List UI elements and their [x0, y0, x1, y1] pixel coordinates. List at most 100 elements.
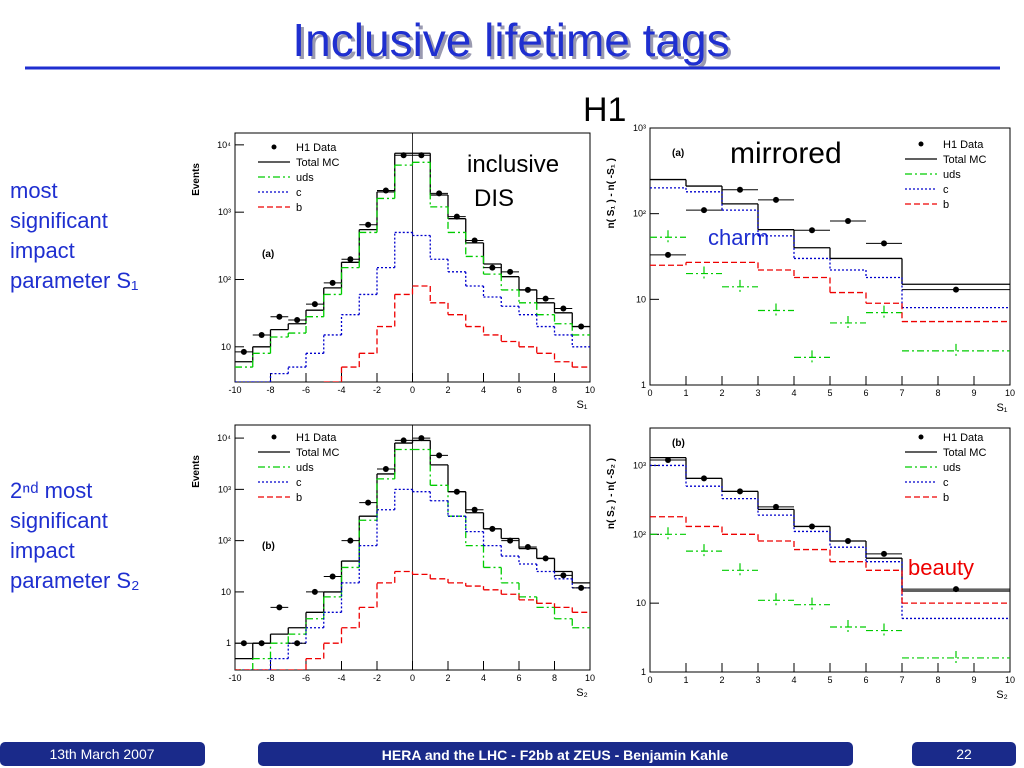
x-tick-label: 1 — [683, 675, 688, 685]
x-axis-label: S₁ — [576, 399, 587, 411]
x-tick-label: 10 — [585, 673, 595, 683]
side-label-line: parameter S₁ — [10, 268, 138, 293]
x-tick-label: 2 — [719, 675, 724, 685]
x-tick-label: 4 — [791, 675, 796, 685]
x-tick-label: 7 — [899, 675, 904, 685]
y-tick-label: 10³ — [633, 460, 646, 470]
data-point — [737, 186, 743, 193]
data-point — [294, 640, 301, 647]
side-label-line: 2ⁿᵈ most — [10, 478, 92, 503]
x-tick-label: 2 — [719, 388, 724, 398]
x-tick-label: 1 — [683, 388, 688, 398]
legend-label: H1 Data — [943, 139, 984, 151]
cross-point — [830, 620, 866, 635]
data-point — [365, 499, 372, 506]
annotation: inclusive — [467, 151, 559, 178]
legend-label: uds — [943, 169, 961, 181]
data-point — [311, 301, 318, 308]
cross-point — [866, 623, 902, 638]
cross-point — [722, 279, 758, 294]
data-point — [881, 240, 887, 247]
x-tick-label: 10 — [1005, 675, 1015, 685]
x-tick-label: -2 — [373, 385, 381, 395]
cross-point — [686, 266, 722, 281]
data-point — [809, 227, 815, 234]
y-tick-label: 10³ — [218, 207, 231, 217]
data-point — [276, 604, 283, 611]
data-point — [276, 313, 283, 320]
x-tick-label: 2 — [445, 385, 450, 395]
x-tick-label: 10 — [585, 385, 595, 395]
legend-label: c — [296, 477, 302, 489]
y-axis-label: n( S₁ ) - n( -S₁ ) — [606, 158, 617, 228]
x-tick-label: 8 — [935, 388, 940, 398]
data-point — [773, 503, 779, 510]
y-tick-label: 10⁴ — [217, 433, 231, 443]
histogram-riser — [323, 286, 573, 382]
legend-label: b — [296, 202, 302, 214]
x-tick-label: 8 — [552, 673, 557, 683]
x-axis-label: S₂ — [996, 689, 1008, 701]
y-tick-label: 10 — [221, 342, 231, 352]
annotation: beauty — [908, 555, 974, 580]
y-axis-label: n( S₂ ) - n( -S₂ ) — [606, 458, 617, 529]
data-point — [953, 586, 959, 593]
data-point — [507, 537, 514, 544]
x-tick-label: -8 — [266, 385, 274, 395]
cross-point — [758, 593, 794, 608]
title: Inclusive lifetime tags — [292, 14, 729, 66]
data-point — [418, 435, 425, 442]
y-tick-label: 10 — [636, 598, 646, 608]
footer-box — [0, 742, 205, 766]
marks — [650, 178, 1010, 365]
cross-point — [866, 305, 902, 320]
legend-marker — [271, 434, 277, 440]
data-point — [507, 268, 514, 275]
x-tick-label: -10 — [228, 673, 241, 683]
cross-point — [722, 563, 758, 578]
side-label-line: most — [10, 178, 58, 203]
marks — [235, 435, 590, 670]
side-label-line: significant — [10, 508, 108, 533]
data-point — [524, 544, 531, 551]
annotation: charm — [708, 225, 769, 250]
data-point — [809, 523, 815, 530]
panel-label: (b) — [262, 541, 275, 552]
x-tick-label: 6 — [516, 385, 521, 395]
data-point — [400, 152, 407, 159]
y-tick-label: 1 — [226, 638, 231, 648]
footer-box — [912, 742, 1016, 766]
y-axis-label: Events — [191, 163, 202, 196]
data-point — [453, 213, 460, 220]
data-point — [418, 152, 425, 159]
y-axis-label: Events — [191, 455, 202, 488]
data-point — [240, 640, 247, 647]
annotation: DIS — [474, 185, 514, 212]
x-tick-label: 3 — [755, 675, 760, 685]
x-tick-label: 4 — [481, 385, 486, 395]
side-label-line: impact — [10, 238, 75, 263]
legend-label: c — [296, 187, 302, 199]
data-point — [258, 640, 265, 647]
x-tick-label: 9 — [971, 388, 976, 398]
cross-point — [830, 315, 866, 330]
cross-point — [902, 343, 1010, 358]
legend-label: Total MC — [296, 447, 339, 459]
marks — [650, 456, 1010, 665]
y-tick-label: 10² — [633, 529, 646, 539]
legend-label: uds — [296, 172, 314, 184]
cross-point — [794, 350, 830, 365]
data-point — [471, 237, 478, 244]
data-point — [845, 218, 851, 225]
x-tick-label: -6 — [302, 385, 310, 395]
y-tick-label: 10³ — [218, 484, 231, 494]
title-shadow: Inclusive lifetime tags — [295, 17, 732, 69]
x-tick-label: 7 — [899, 388, 904, 398]
x-tick-label: 0 — [410, 673, 415, 683]
x-tick-label: 4 — [481, 673, 486, 683]
x-tick-label: 3 — [755, 388, 760, 398]
side-label-line: impact — [10, 538, 75, 563]
y-tick-label: 10² — [218, 274, 231, 284]
